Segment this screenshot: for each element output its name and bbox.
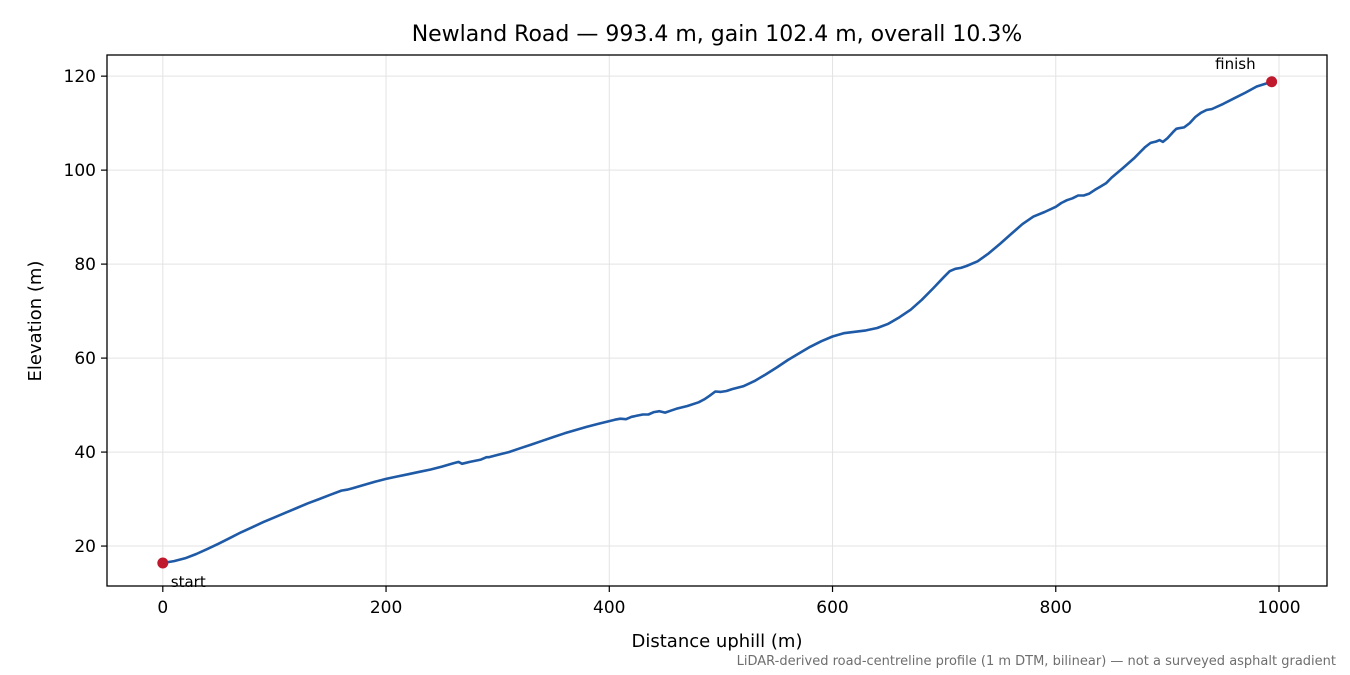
y-axis-ticks: 20 40 60 80 100 120 (64, 67, 107, 557)
x-tick-label: 800 (1040, 598, 1072, 618)
x-tick-label: 600 (816, 598, 848, 618)
x-axis-ticks: 0 200 400 600 800 1000 (157, 586, 1301, 618)
start-label: start (171, 573, 206, 591)
y-axis-label: Elevation (m) (25, 261, 46, 382)
chart-title: Newland Road — 993.4 m, gain 102.4 m, ov… (412, 22, 1023, 47)
x-tick-label: 1000 (1257, 598, 1300, 618)
y-tick-label: 40 (74, 443, 96, 463)
plot-frame (106, 54, 1328, 587)
x-tick-label: 200 (370, 598, 402, 618)
start-marker (157, 557, 169, 569)
elevation-line (161, 80, 1273, 565)
markers-layer: start finish (157, 55, 1278, 591)
x-tick-label: 0 (157, 598, 168, 618)
y-tick-label: 60 (74, 349, 96, 369)
series-layer (161, 80, 1273, 565)
x-tick-label: 400 (593, 598, 625, 618)
footnote: LiDAR-derived road-centreline profile (1… (737, 654, 1336, 669)
y-tick-label: 80 (74, 255, 96, 275)
y-tick-label: 100 (64, 161, 96, 181)
y-tick-label: 120 (64, 67, 96, 87)
y-tick-label: 20 (74, 537, 96, 557)
grid (107, 55, 1327, 586)
finish-marker (1266, 76, 1278, 88)
finish-label: finish (1215, 55, 1255, 73)
x-axis-label: Distance uphill (m) (632, 631, 803, 652)
